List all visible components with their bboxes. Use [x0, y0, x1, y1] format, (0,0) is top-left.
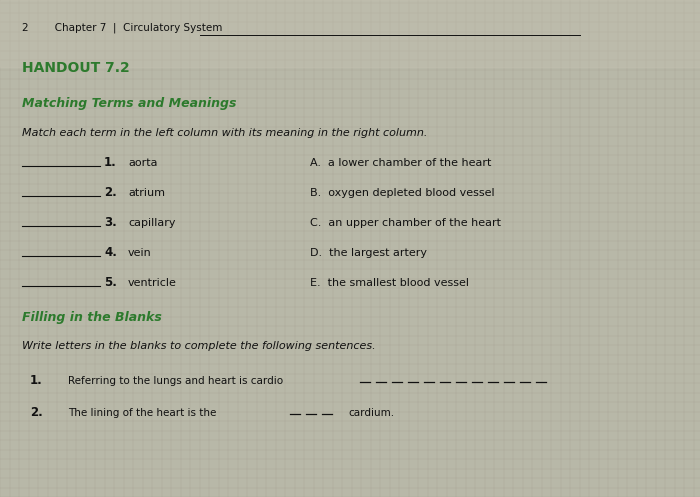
Bar — [0, 0, 700, 67]
Text: HANDOUT 7.2: HANDOUT 7.2 — [22, 61, 130, 75]
Text: C.  an upper chamber of the heart: C. an upper chamber of the heart — [310, 218, 501, 228]
Text: 1.: 1. — [104, 157, 117, 169]
Text: 1.: 1. — [30, 375, 43, 388]
Text: 2        Chapter 7  |  Circulatory System: 2 Chapter 7 | Circulatory System — [22, 23, 223, 33]
Text: Referring to the lungs and heart is cardio: Referring to the lungs and heart is card… — [68, 376, 283, 386]
Text: 5.: 5. — [104, 276, 117, 289]
Text: Matching Terms and Meanings: Matching Terms and Meanings — [22, 96, 237, 109]
Text: 4.: 4. — [104, 247, 117, 259]
Text: A.  a lower chamber of the heart: A. a lower chamber of the heart — [310, 158, 491, 168]
Text: 3.: 3. — [104, 217, 117, 230]
Text: Write letters in the blanks to complete the following sentences.: Write letters in the blanks to complete … — [22, 341, 376, 351]
Text: The lining of the heart is the: The lining of the heart is the — [68, 408, 216, 418]
Text: D.  the largest artery: D. the largest artery — [310, 248, 427, 258]
Text: B.  oxygen depleted blood vessel: B. oxygen depleted blood vessel — [310, 188, 495, 198]
Text: vein: vein — [128, 248, 152, 258]
Text: Match each term in the left column with its meaning in the right column.: Match each term in the left column with … — [22, 128, 428, 138]
Text: capillary: capillary — [128, 218, 176, 228]
Text: Filling in the Blanks: Filling in the Blanks — [22, 312, 162, 325]
Text: ventricle: ventricle — [128, 278, 177, 288]
Text: E.  the smallest blood vessel: E. the smallest blood vessel — [310, 278, 469, 288]
Text: 2.: 2. — [104, 186, 117, 199]
Text: 2.: 2. — [30, 407, 43, 419]
Text: cardium.: cardium. — [348, 408, 394, 418]
Text: aorta: aorta — [128, 158, 158, 168]
Text: atrium: atrium — [128, 188, 165, 198]
